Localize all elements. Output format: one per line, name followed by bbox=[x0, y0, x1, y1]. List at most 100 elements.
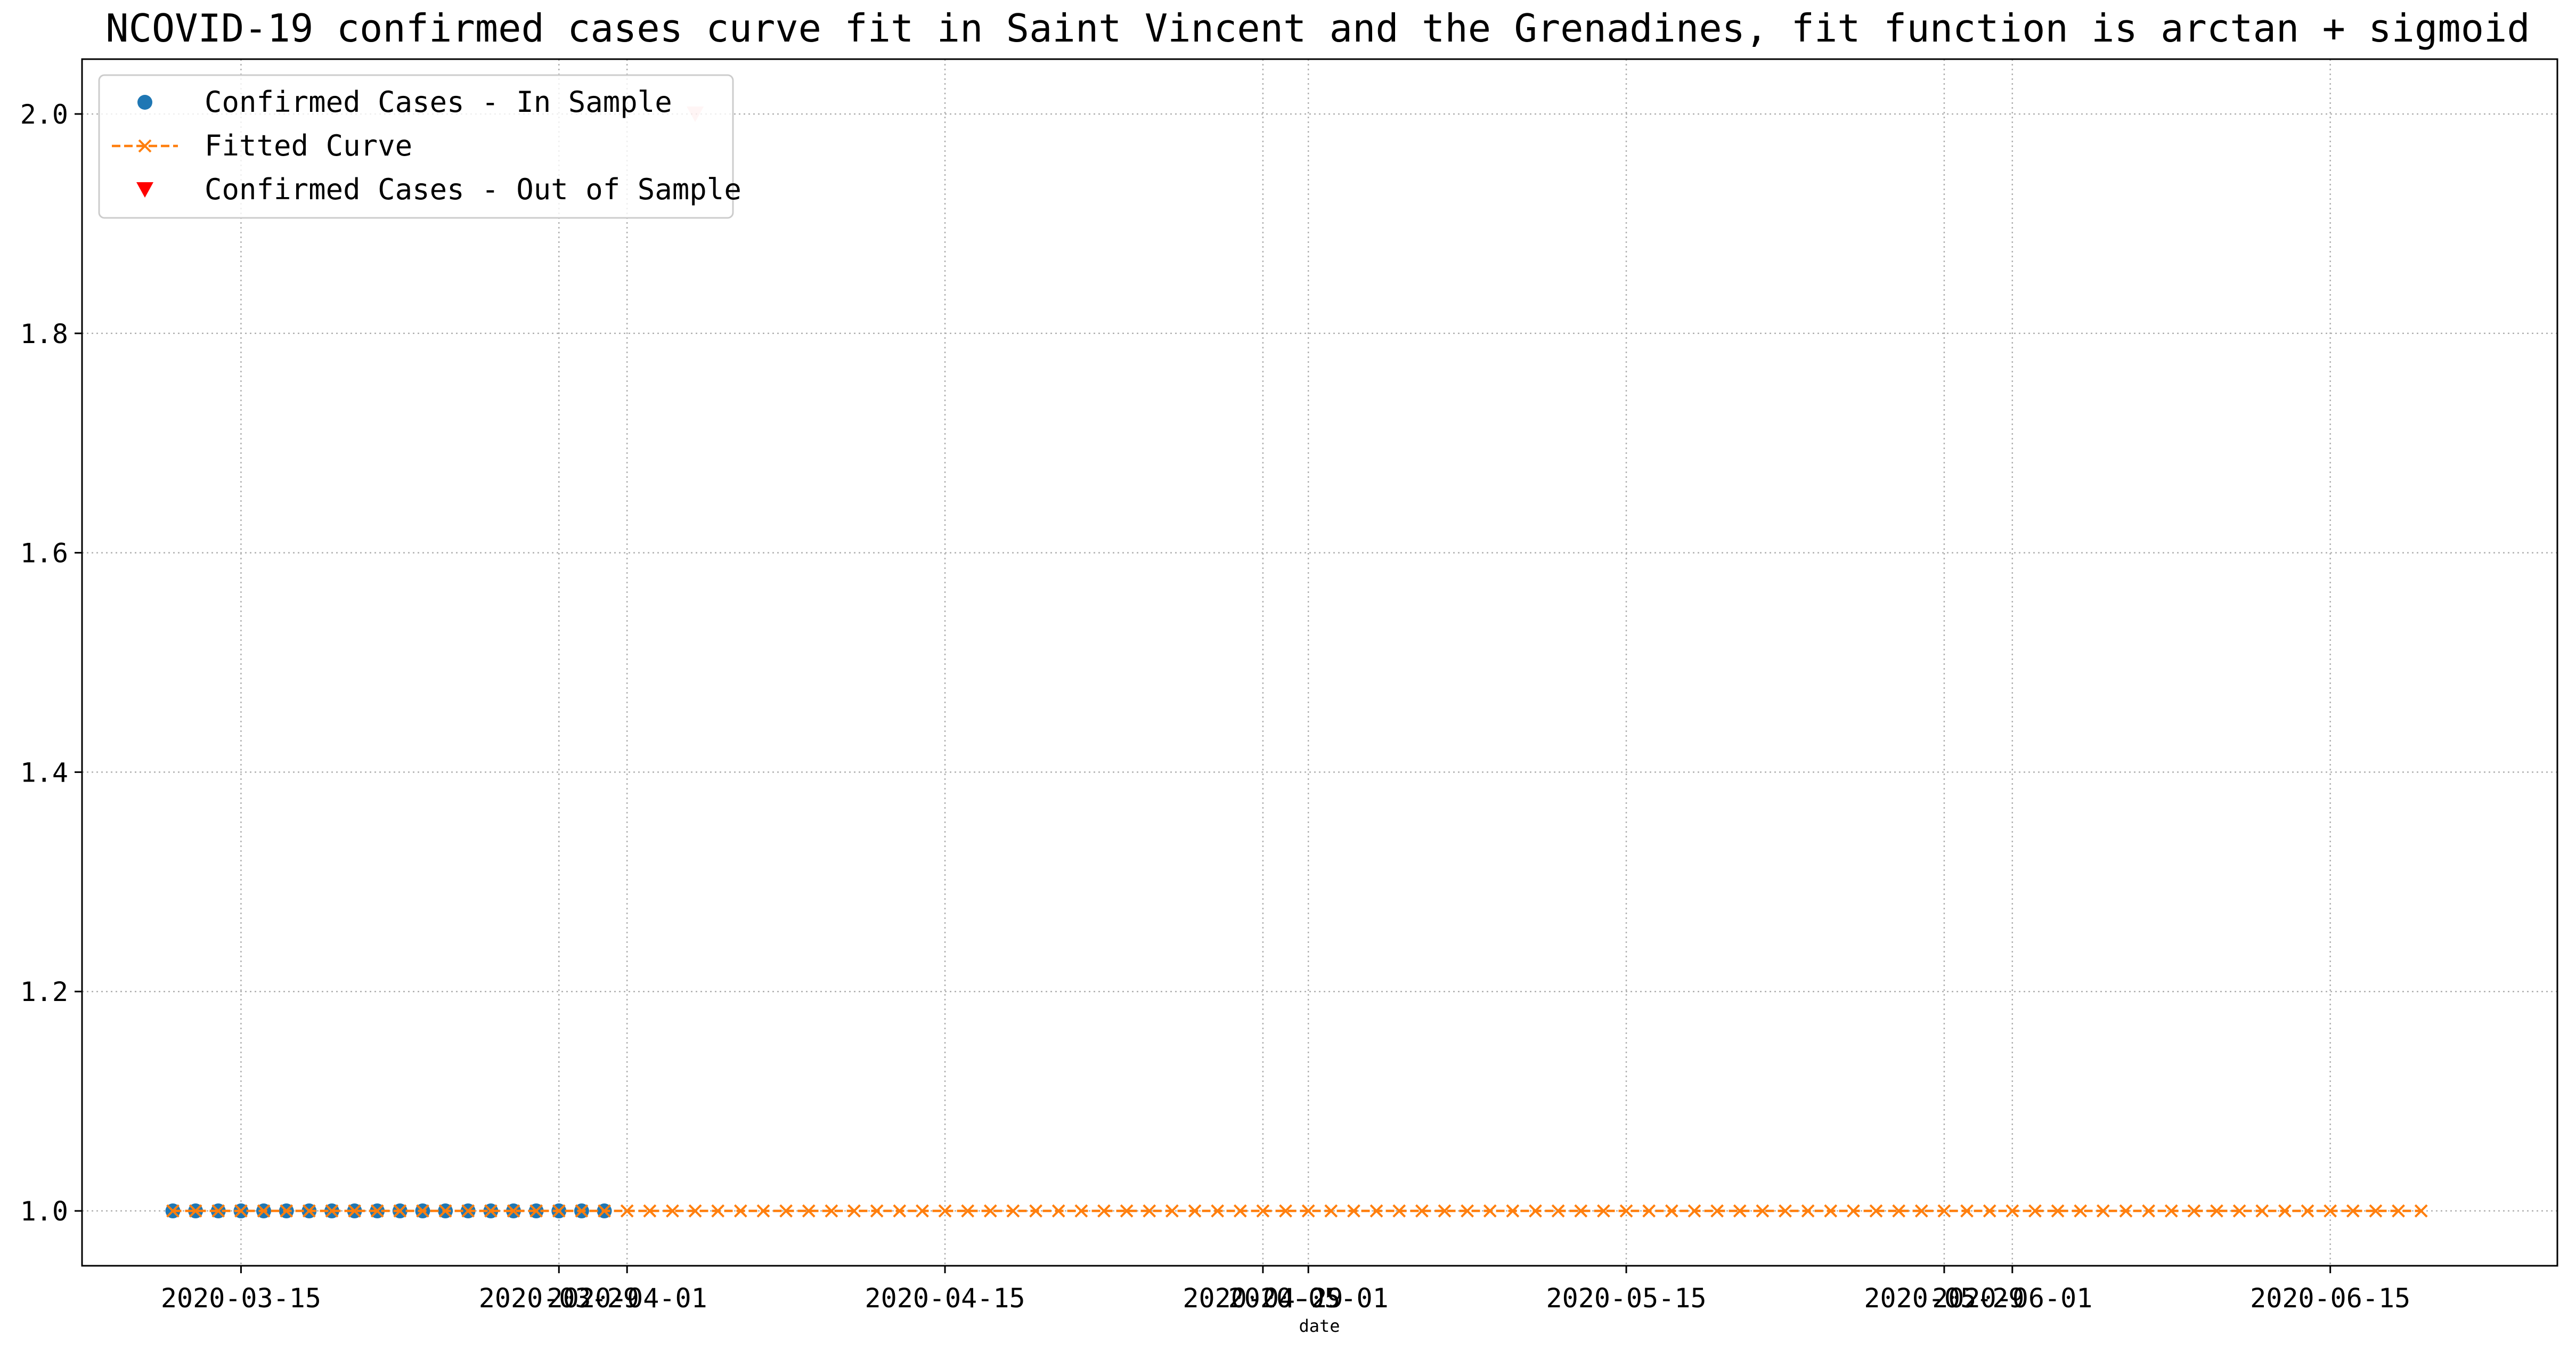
fitted-curve-point bbox=[1461, 1204, 1474, 1218]
fitted-curve-point bbox=[2164, 1204, 2178, 1218]
fitted-curve-point bbox=[1824, 1204, 1838, 1218]
fitted-curve-point bbox=[1029, 1204, 1043, 1218]
fitted-curve-point bbox=[961, 1204, 975, 1218]
x-tick-label: 2020-05-01 bbox=[1228, 1283, 1389, 1314]
legend-marker-in-sample bbox=[137, 95, 152, 110]
fitted-curve-point bbox=[1347, 1204, 1360, 1218]
fitted-curve-point bbox=[2119, 1204, 2133, 1218]
fitted-curve-point bbox=[688, 1204, 702, 1218]
fitted-curve-point bbox=[1733, 1204, 1747, 1218]
fitted-curve-point bbox=[756, 1204, 770, 1218]
fitted-curve-point bbox=[1710, 1204, 1724, 1218]
fitted-curve-point bbox=[2142, 1204, 2156, 1218]
legend-box bbox=[98, 74, 734, 219]
y-axis-ticks: 1.0 1.2 1.4 1.6 1.8 2.0 bbox=[20, 99, 82, 1227]
fitted-curve-point bbox=[234, 1204, 248, 1218]
fitted-curve-point bbox=[1756, 1204, 1770, 1218]
fitted-curve-point bbox=[2210, 1204, 2223, 1218]
fitted-curve-point bbox=[1188, 1204, 1202, 1218]
fitted-curve-point bbox=[733, 1204, 747, 1218]
fitted-curve-point bbox=[370, 1204, 384, 1218]
fitted-curve-point bbox=[1688, 1204, 1701, 1218]
x-tick-label: 2020-04-29 bbox=[1183, 1283, 1343, 1314]
fitted-curve-point bbox=[529, 1204, 543, 1218]
fitted-curve-point bbox=[1006, 1204, 1020, 1218]
fitted-curve-point bbox=[484, 1204, 498, 1218]
x-axis-label: date bbox=[1299, 1316, 1340, 1336]
fitted-curve-point bbox=[2051, 1204, 2065, 1218]
fitted-curve-point bbox=[916, 1204, 929, 1218]
fitted-curve-point bbox=[1937, 1204, 1951, 1218]
fitted-curve-point bbox=[1596, 1204, 1610, 1218]
fitted-curve-point bbox=[643, 1204, 657, 1218]
fitted-curve-point bbox=[575, 1204, 589, 1218]
fitted-curve-point bbox=[711, 1204, 725, 1218]
fitted-curve-point bbox=[1574, 1204, 1588, 1218]
fitted-curve-point bbox=[847, 1204, 861, 1218]
x-tick-label: 2020-04-01 bbox=[547, 1283, 707, 1314]
fitted-curve-point bbox=[189, 1204, 202, 1218]
fitted-curve-point bbox=[1097, 1204, 1111, 1218]
series-x bbox=[166, 1204, 2428, 1218]
fitted-curve-point bbox=[1960, 1204, 1974, 1218]
fitted-curve-point bbox=[825, 1204, 838, 1218]
fitted-curve-point bbox=[938, 1204, 952, 1218]
fitted-curve-point bbox=[2278, 1204, 2292, 1218]
fitted-curve-point bbox=[2369, 1204, 2383, 1218]
y-tick-label: 1.8 bbox=[20, 319, 68, 349]
fitted-curve-point bbox=[1483, 1204, 1497, 1218]
y-tick-label: 1.4 bbox=[20, 757, 68, 788]
chart-title: NCOVID-19 confirmed cases curve fit in S… bbox=[105, 6, 2530, 51]
fitted-curve-point bbox=[1324, 1204, 1338, 1218]
plot-area-frame bbox=[81, 58, 2558, 1267]
fitted-curve-point bbox=[348, 1204, 362, 1218]
fitted-curve-point bbox=[620, 1204, 634, 1218]
fitted-curve-point bbox=[507, 1204, 520, 1218]
legend-marker-out-of-sample bbox=[136, 182, 153, 198]
x-tick-label: 2020-03-29 bbox=[479, 1283, 639, 1314]
y-tick-label: 1.6 bbox=[20, 538, 68, 569]
fitted-curve-point bbox=[2301, 1204, 2314, 1218]
fitted-curve-point bbox=[2187, 1204, 2201, 1218]
fitted-curve-point bbox=[1143, 1204, 1156, 1218]
fitted-curve-point bbox=[1506, 1204, 1520, 1218]
fitted-curve-point bbox=[461, 1204, 475, 1218]
fitted-curve-point bbox=[2232, 1204, 2246, 1218]
fitted-curve-point bbox=[1392, 1204, 1406, 1218]
fitted-curve-point bbox=[1892, 1204, 1906, 1218]
fitted-curve-point bbox=[893, 1204, 907, 1218]
fitted-curve-point bbox=[325, 1204, 339, 1218]
legend-label: Fitted Curve bbox=[205, 129, 412, 162]
x-tick-label: 2020-03-15 bbox=[161, 1283, 321, 1314]
fitted-curve-point bbox=[1120, 1204, 1134, 1218]
fitted-curve-point bbox=[666, 1204, 679, 1218]
fitted-curve-point bbox=[2414, 1204, 2428, 1218]
fitted-curve-point bbox=[2324, 1204, 2337, 1218]
fitted-curve-point bbox=[1415, 1204, 1429, 1218]
fitted-curve-point bbox=[802, 1204, 816, 1218]
fitted-curve-point bbox=[1665, 1204, 1678, 1218]
x-tick-label: 2020-06-15 bbox=[2250, 1283, 2410, 1314]
fitted-curve-point bbox=[2074, 1204, 2088, 1218]
fitted-curve-point bbox=[1983, 1204, 1996, 1218]
fitted-curve-point bbox=[1619, 1204, 1633, 1218]
fitted-curve-point bbox=[983, 1204, 997, 1218]
y-tick-label: 2.0 bbox=[20, 99, 68, 130]
fitted-curve-point bbox=[211, 1204, 225, 1218]
fitted-curve-point bbox=[1801, 1204, 1815, 1218]
fitted-curve-point bbox=[1914, 1204, 1928, 1218]
legend: Confirmed Cases - In Sample Fitted Curve C… bbox=[98, 74, 741, 219]
fitted-curve-point bbox=[1051, 1204, 1065, 1218]
series-layer bbox=[165, 106, 2428, 1219]
fitted-curve-point bbox=[1256, 1204, 1270, 1218]
fitted-curve-point bbox=[2096, 1204, 2110, 1218]
fitted-curve-point bbox=[1211, 1204, 1225, 1218]
fitted-curve-point bbox=[1529, 1204, 1542, 1218]
fitted-curve-point bbox=[166, 1204, 180, 1218]
x-tick-label: 2020-04-15 bbox=[865, 1283, 1025, 1314]
fitted-curve-point bbox=[1779, 1204, 1792, 1218]
fitted-curve-point bbox=[2006, 1204, 2019, 1218]
fitted-curve-point bbox=[393, 1204, 407, 1218]
